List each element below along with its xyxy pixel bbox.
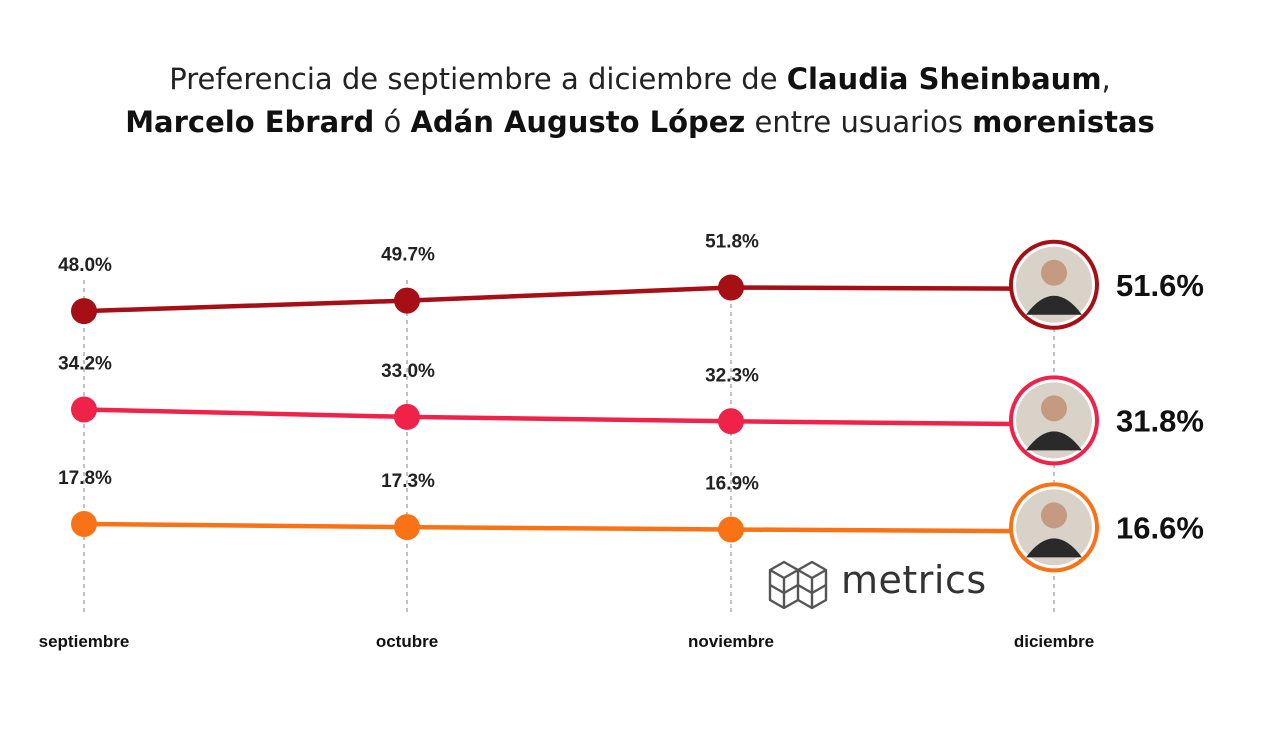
title-name-lopez: Adán Augusto López bbox=[410, 105, 746, 139]
data-point bbox=[718, 408, 744, 435]
title-name-ebrard: Marcelo Ebrard bbox=[125, 105, 375, 139]
portrait-head bbox=[1041, 259, 1067, 286]
chart-title: Preferencia de septiembre a diciembre de… bbox=[0, 58, 1280, 144]
data-label: 33.0% bbox=[381, 361, 435, 382]
title-word-morenistas: morenistas bbox=[972, 105, 1155, 139]
data-label: 17.8% bbox=[58, 468, 112, 489]
data-point bbox=[718, 274, 744, 301]
end-value-label: 51.6% bbox=[1116, 268, 1204, 303]
portrait-head bbox=[1041, 502, 1067, 529]
title-text: entre usuarios bbox=[745, 105, 973, 139]
end-value-label: 31.8% bbox=[1116, 403, 1204, 438]
data-point bbox=[71, 298, 97, 325]
data-point bbox=[71, 510, 97, 537]
portrait-body bbox=[1026, 538, 1082, 558]
x-tick-label: noviembre bbox=[688, 632, 774, 651]
data-point bbox=[394, 514, 420, 541]
title-text: , bbox=[1101, 62, 1111, 96]
title-text: ó bbox=[374, 105, 411, 139]
series-line bbox=[81, 285, 1057, 314]
series-line bbox=[81, 407, 1057, 427]
data-label: 17.3% bbox=[381, 471, 435, 492]
data-label: 32.3% bbox=[705, 365, 759, 386]
title-text: Preferencia de septiembre a diciembre de bbox=[169, 62, 787, 96]
data-point bbox=[394, 403, 420, 430]
data-point bbox=[71, 396, 97, 423]
series-line bbox=[81, 521, 1057, 534]
portrait-head bbox=[1041, 395, 1067, 422]
data-label: 51.8% bbox=[705, 232, 759, 253]
portrait-body bbox=[1026, 295, 1082, 315]
title-name-sheinbaum: Claudia Sheinbaum bbox=[786, 62, 1102, 96]
title-line-1: Preferencia de septiembre a diciembre de… bbox=[0, 58, 1280, 101]
data-point bbox=[718, 516, 744, 543]
cube-grid-icon bbox=[768, 560, 828, 610]
portrait-body bbox=[1026, 431, 1082, 451]
data-label: 34.2% bbox=[58, 353, 112, 374]
x-tick-label: diciembre bbox=[1014, 632, 1094, 651]
x-tick-label: septiembre bbox=[39, 632, 130, 651]
end-value-label: 16.6% bbox=[1116, 510, 1204, 545]
metrics-logo: metrics bbox=[766, 556, 1006, 614]
title-line-2: Marcelo Ebrard ó Adán Augusto López entr… bbox=[0, 101, 1280, 144]
x-tick-label: octubre bbox=[376, 632, 438, 651]
data-point bbox=[394, 287, 420, 314]
data-label: 49.7% bbox=[381, 245, 435, 266]
logo-text: metrics bbox=[841, 558, 987, 602]
data-label: 16.9% bbox=[705, 474, 759, 495]
data-label: 48.0% bbox=[58, 255, 112, 276]
